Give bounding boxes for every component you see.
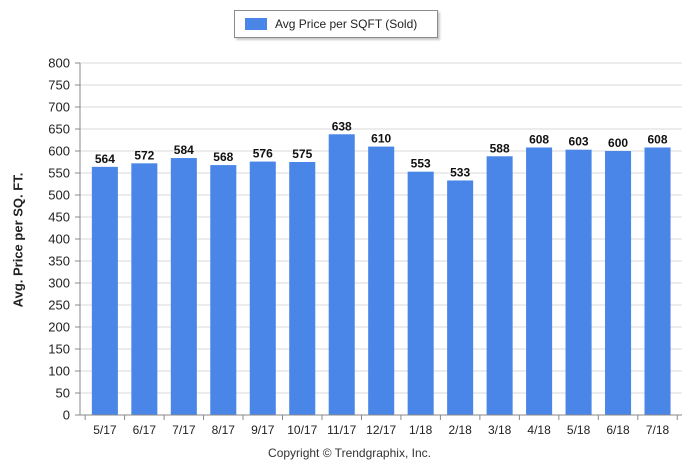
data-label: 610 [371, 132, 391, 146]
bar [131, 163, 158, 415]
legend: Avg Price per SQFT (Sold) [234, 10, 438, 38]
legend-swatch [245, 18, 267, 30]
x-tick-label: 6/17 [133, 423, 157, 437]
y-tick-label: 550 [48, 166, 70, 181]
bar [447, 180, 474, 415]
bar [249, 161, 276, 415]
y-axis-ticks: 0 50 100 150 200 250 300 350 400 450 500 550 600 650 7… [48, 56, 80, 423]
axes [79, 63, 682, 416]
data-label: 568 [213, 150, 233, 164]
data-label: 638 [332, 119, 352, 133]
data-label: 603 [569, 135, 589, 149]
bar [170, 158, 197, 416]
x-tick-label: 8/17 [212, 423, 236, 437]
y-tick-label: 500 [48, 188, 70, 203]
bar [328, 134, 355, 415]
copyright-text: Copyright © Trendgraphix, Inc. [268, 446, 431, 460]
x-tick-label: 4/18 [527, 423, 551, 437]
y-tick-label: 100 [48, 364, 70, 379]
x-tick-label: 7/17 [172, 423, 196, 437]
data-label: 533 [450, 165, 470, 179]
y-tick-label: 50 [56, 386, 70, 401]
data-label: 575 [292, 147, 312, 161]
data-labels: 564 572 584 568 576 575 638 610 553 533 588 608 603 6… [95, 119, 668, 179]
bar [486, 156, 513, 415]
data-label: 572 [134, 148, 154, 162]
data-label: 564 [95, 152, 115, 166]
x-tick-label: 1/18 [409, 423, 433, 437]
y-tick-label: 600 [48, 144, 70, 159]
y-tick-label: 400 [48, 232, 70, 247]
bar [526, 147, 553, 416]
x-tick-label: 6/18 [606, 423, 630, 437]
data-label: 608 [529, 132, 549, 146]
y-tick-label: 350 [48, 254, 70, 269]
bar [407, 171, 434, 415]
x-tick-label: 10/17 [287, 423, 317, 437]
data-label: 588 [490, 141, 510, 155]
y-axis-label: Avg. Price per SQ. FT. [10, 172, 26, 308]
data-label: 600 [608, 136, 628, 150]
bar [210, 165, 237, 415]
bar [289, 162, 316, 415]
y-tick-label: 800 [48, 56, 70, 71]
data-label: 553 [411, 157, 431, 171]
y-tick-label: 300 [48, 276, 70, 291]
x-tick-label: 5/17 [93, 423, 117, 437]
bar [91, 166, 118, 415]
data-label: 584 [174, 143, 194, 157]
y-tick-label: 250 [48, 298, 70, 313]
y-tick-label: 450 [48, 210, 70, 225]
x-tick-label: 11/17 [327, 423, 356, 437]
x-tick-label: 9/17 [251, 423, 275, 437]
x-tick-label: 2/18 [448, 423, 472, 437]
y-tick-label: 150 [48, 342, 70, 357]
y-tick-label: 0 [63, 408, 70, 423]
x-tick-label: 3/18 [488, 423, 512, 437]
y-tick-label: 200 [48, 320, 70, 335]
bar [605, 151, 632, 415]
data-label: 608 [648, 132, 668, 146]
y-tick-label: 750 [48, 78, 70, 93]
x-tick-label: 7/18 [646, 423, 670, 437]
y-tick-label: 700 [48, 100, 70, 115]
data-label: 576 [253, 147, 273, 161]
bar [368, 146, 395, 415]
x-tick-label: 5/18 [567, 423, 591, 437]
x-tick-label: 12/17 [366, 423, 396, 437]
legend-label: Avg Price per SQFT (Sold) [275, 17, 418, 31]
bars [91, 134, 671, 416]
x-axis-ticks: 5/17 6/17 7/17 8/17 9/17 10/17 11/17 12/17 1/18 2… [84, 415, 678, 437]
bar [565, 149, 592, 415]
y-tick-label: 650 [48, 122, 70, 137]
bar [644, 147, 671, 416]
